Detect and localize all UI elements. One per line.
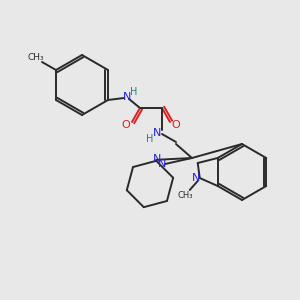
Text: O: O	[122, 120, 130, 130]
Text: CH₃: CH₃	[178, 191, 194, 200]
Text: CH₃: CH₃	[28, 52, 44, 62]
Text: N: N	[123, 92, 131, 102]
Text: N: N	[153, 128, 161, 138]
Text: H: H	[130, 87, 138, 97]
Text: N: N	[153, 154, 161, 164]
Text: O: O	[172, 120, 180, 130]
Text: H: H	[146, 134, 154, 144]
Text: N: N	[191, 173, 200, 183]
Text: N: N	[158, 159, 166, 169]
